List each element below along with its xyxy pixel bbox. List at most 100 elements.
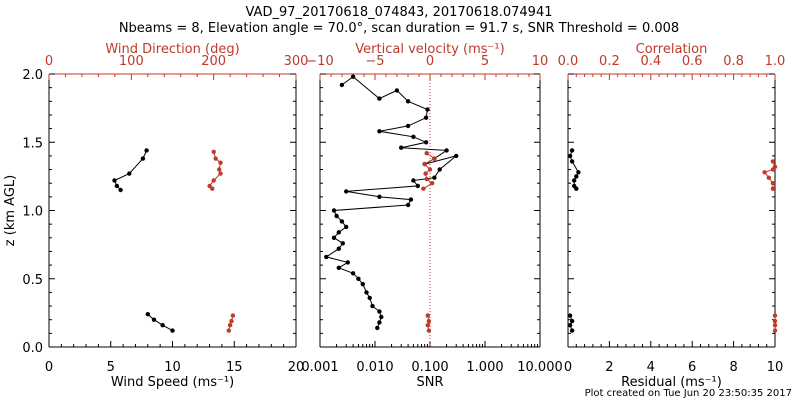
wind-wind-speed-point <box>118 187 123 193</box>
snr-vertical-velocity-point <box>424 176 429 182</box>
residual-xtick-label: 0 <box>564 360 572 375</box>
snr-top-tick-label: −10 <box>306 54 333 69</box>
snr-snr-point <box>375 325 380 331</box>
snr-snr-point <box>425 107 430 112</box>
wind-ytick-label: 0.0 <box>22 341 43 356</box>
residual-residual-point <box>569 159 575 164</box>
residual-residual-point <box>567 323 573 328</box>
residual-correlation-point <box>772 313 778 318</box>
snr-vertical-velocity-point <box>423 171 428 176</box>
snr-snr-point <box>423 115 429 120</box>
snr-snr-point <box>370 303 375 309</box>
snr-snr-point <box>437 167 442 172</box>
residual-correlation-point <box>772 323 778 328</box>
snr-snr-point <box>336 246 341 251</box>
residual-residual-point <box>576 170 581 175</box>
residual-residual-point <box>574 186 579 191</box>
wind-wind-speed-point <box>151 317 157 322</box>
residual-top-tick-label: 1.0 <box>765 54 786 69</box>
snr-xtick-label: 1.000 <box>466 360 503 375</box>
snr-snr-point <box>377 96 382 101</box>
snr-snr-point <box>411 178 416 183</box>
residual-residual-point <box>569 148 575 153</box>
snr-snr-point <box>423 140 429 145</box>
wind-ytick-label: 1.5 <box>22 136 43 151</box>
wind-wind-direction-point <box>211 149 216 154</box>
residual-residual-point <box>569 328 575 333</box>
residual-xtick-label: 10 <box>767 360 784 375</box>
wind-xtick-label: 15 <box>226 360 243 375</box>
wind-ytick-label: 1.0 <box>22 205 43 220</box>
wind-xtick-label: 0 <box>45 360 53 375</box>
residual-correlation-point <box>772 328 778 333</box>
residual-top-tick-label: 0.8 <box>723 54 744 69</box>
snr-vertical-velocity-point <box>427 167 433 172</box>
residual-xlabel: Residual (ms⁻¹) <box>621 375 722 390</box>
wind-wind-speed-point <box>145 312 150 317</box>
snr-snr-point <box>324 254 329 260</box>
snr-snr-point <box>405 123 411 129</box>
snr-vertical-velocity-point <box>426 328 432 333</box>
wind-ytick-label: 2.0 <box>22 68 43 83</box>
residual-residual-point <box>569 318 575 324</box>
snr-snr-point <box>336 230 341 235</box>
residual-top-tick-label: 0.4 <box>640 54 661 69</box>
snr-snr-point <box>350 271 356 276</box>
snr-snr-point <box>331 235 337 240</box>
snr-snr-point <box>340 241 345 246</box>
wind-xlabel: Wind Speed (ms⁻¹) <box>111 375 234 390</box>
snr-snr-point <box>377 194 382 199</box>
wind-wind-speed-point <box>160 323 165 328</box>
wind-xtick-label: 10 <box>164 360 181 375</box>
wind-top-tick-label: 300 <box>284 54 309 69</box>
snr-vertical-velocity-point <box>424 151 429 156</box>
wind-wind-speed-point <box>170 328 175 333</box>
snr-top-tick-label: −5 <box>365 54 384 69</box>
residual-residual-point <box>572 178 577 183</box>
snr-xtick-label: 0.100 <box>411 360 448 375</box>
snr-snr-point <box>331 208 337 213</box>
snr-snr-point <box>334 213 339 219</box>
snr-snr-point <box>350 74 356 79</box>
residual-correlation-point <box>770 167 776 172</box>
footer-timestamp: Plot created on Tue Jun 20 23:50:35 2017 <box>585 388 792 399</box>
snr-vertical-velocity-point <box>426 318 432 324</box>
residual-top-tick-label: 0.2 <box>599 54 620 69</box>
residual-xtick-label: 4 <box>647 360 655 375</box>
residual-correlation-point <box>770 181 776 186</box>
snr-snr-point <box>364 290 369 295</box>
snr-snr-point <box>356 276 361 281</box>
residual-residual-point <box>574 174 579 179</box>
wind-wind-speed-line <box>113 150 148 191</box>
snr-snr-point <box>344 189 349 194</box>
snr-top-tick-label: 10 <box>532 54 549 69</box>
snr-snr-point <box>432 175 437 180</box>
wind-wind-direction-point <box>211 178 216 183</box>
snr-snr-point <box>444 148 449 153</box>
snr-snr-point <box>405 99 411 104</box>
snr-snr-point <box>339 82 345 88</box>
snr-top-tick-label: 5 <box>481 54 489 69</box>
wind-top-tick-label: 100 <box>119 54 144 69</box>
wind-wind-direction-point <box>229 318 234 324</box>
snr-snr-point <box>399 145 404 150</box>
wind-wind-speed-point <box>127 171 132 176</box>
snr-top-tick-label: 0 <box>426 54 434 69</box>
snr-snr-point <box>408 197 414 202</box>
snr-xlabel: SNR <box>416 375 443 390</box>
snr-vertical-velocity-point <box>422 161 427 167</box>
snr-vertical-velocity-point <box>425 313 430 318</box>
snr-snr-point <box>377 320 382 325</box>
residual-xtick-label: 2 <box>605 360 613 375</box>
residual-top-label: Correlation <box>636 42 708 57</box>
snr-snr-point <box>344 224 349 230</box>
snr-snr-point <box>339 219 345 224</box>
snr-xtick-label: 10.000 <box>517 360 563 375</box>
snr-snr-point <box>336 265 341 270</box>
snr-xtick-label: 0.010 <box>356 360 393 375</box>
snr-xtick-label: 0.001 <box>301 360 338 375</box>
snr-vertical-velocity-point <box>425 323 430 328</box>
wind-wind-speed-point <box>112 178 117 183</box>
snr-top-label: Vertical velocity (ms⁻¹) <box>355 42 504 57</box>
snr-snr-point <box>360 282 365 287</box>
